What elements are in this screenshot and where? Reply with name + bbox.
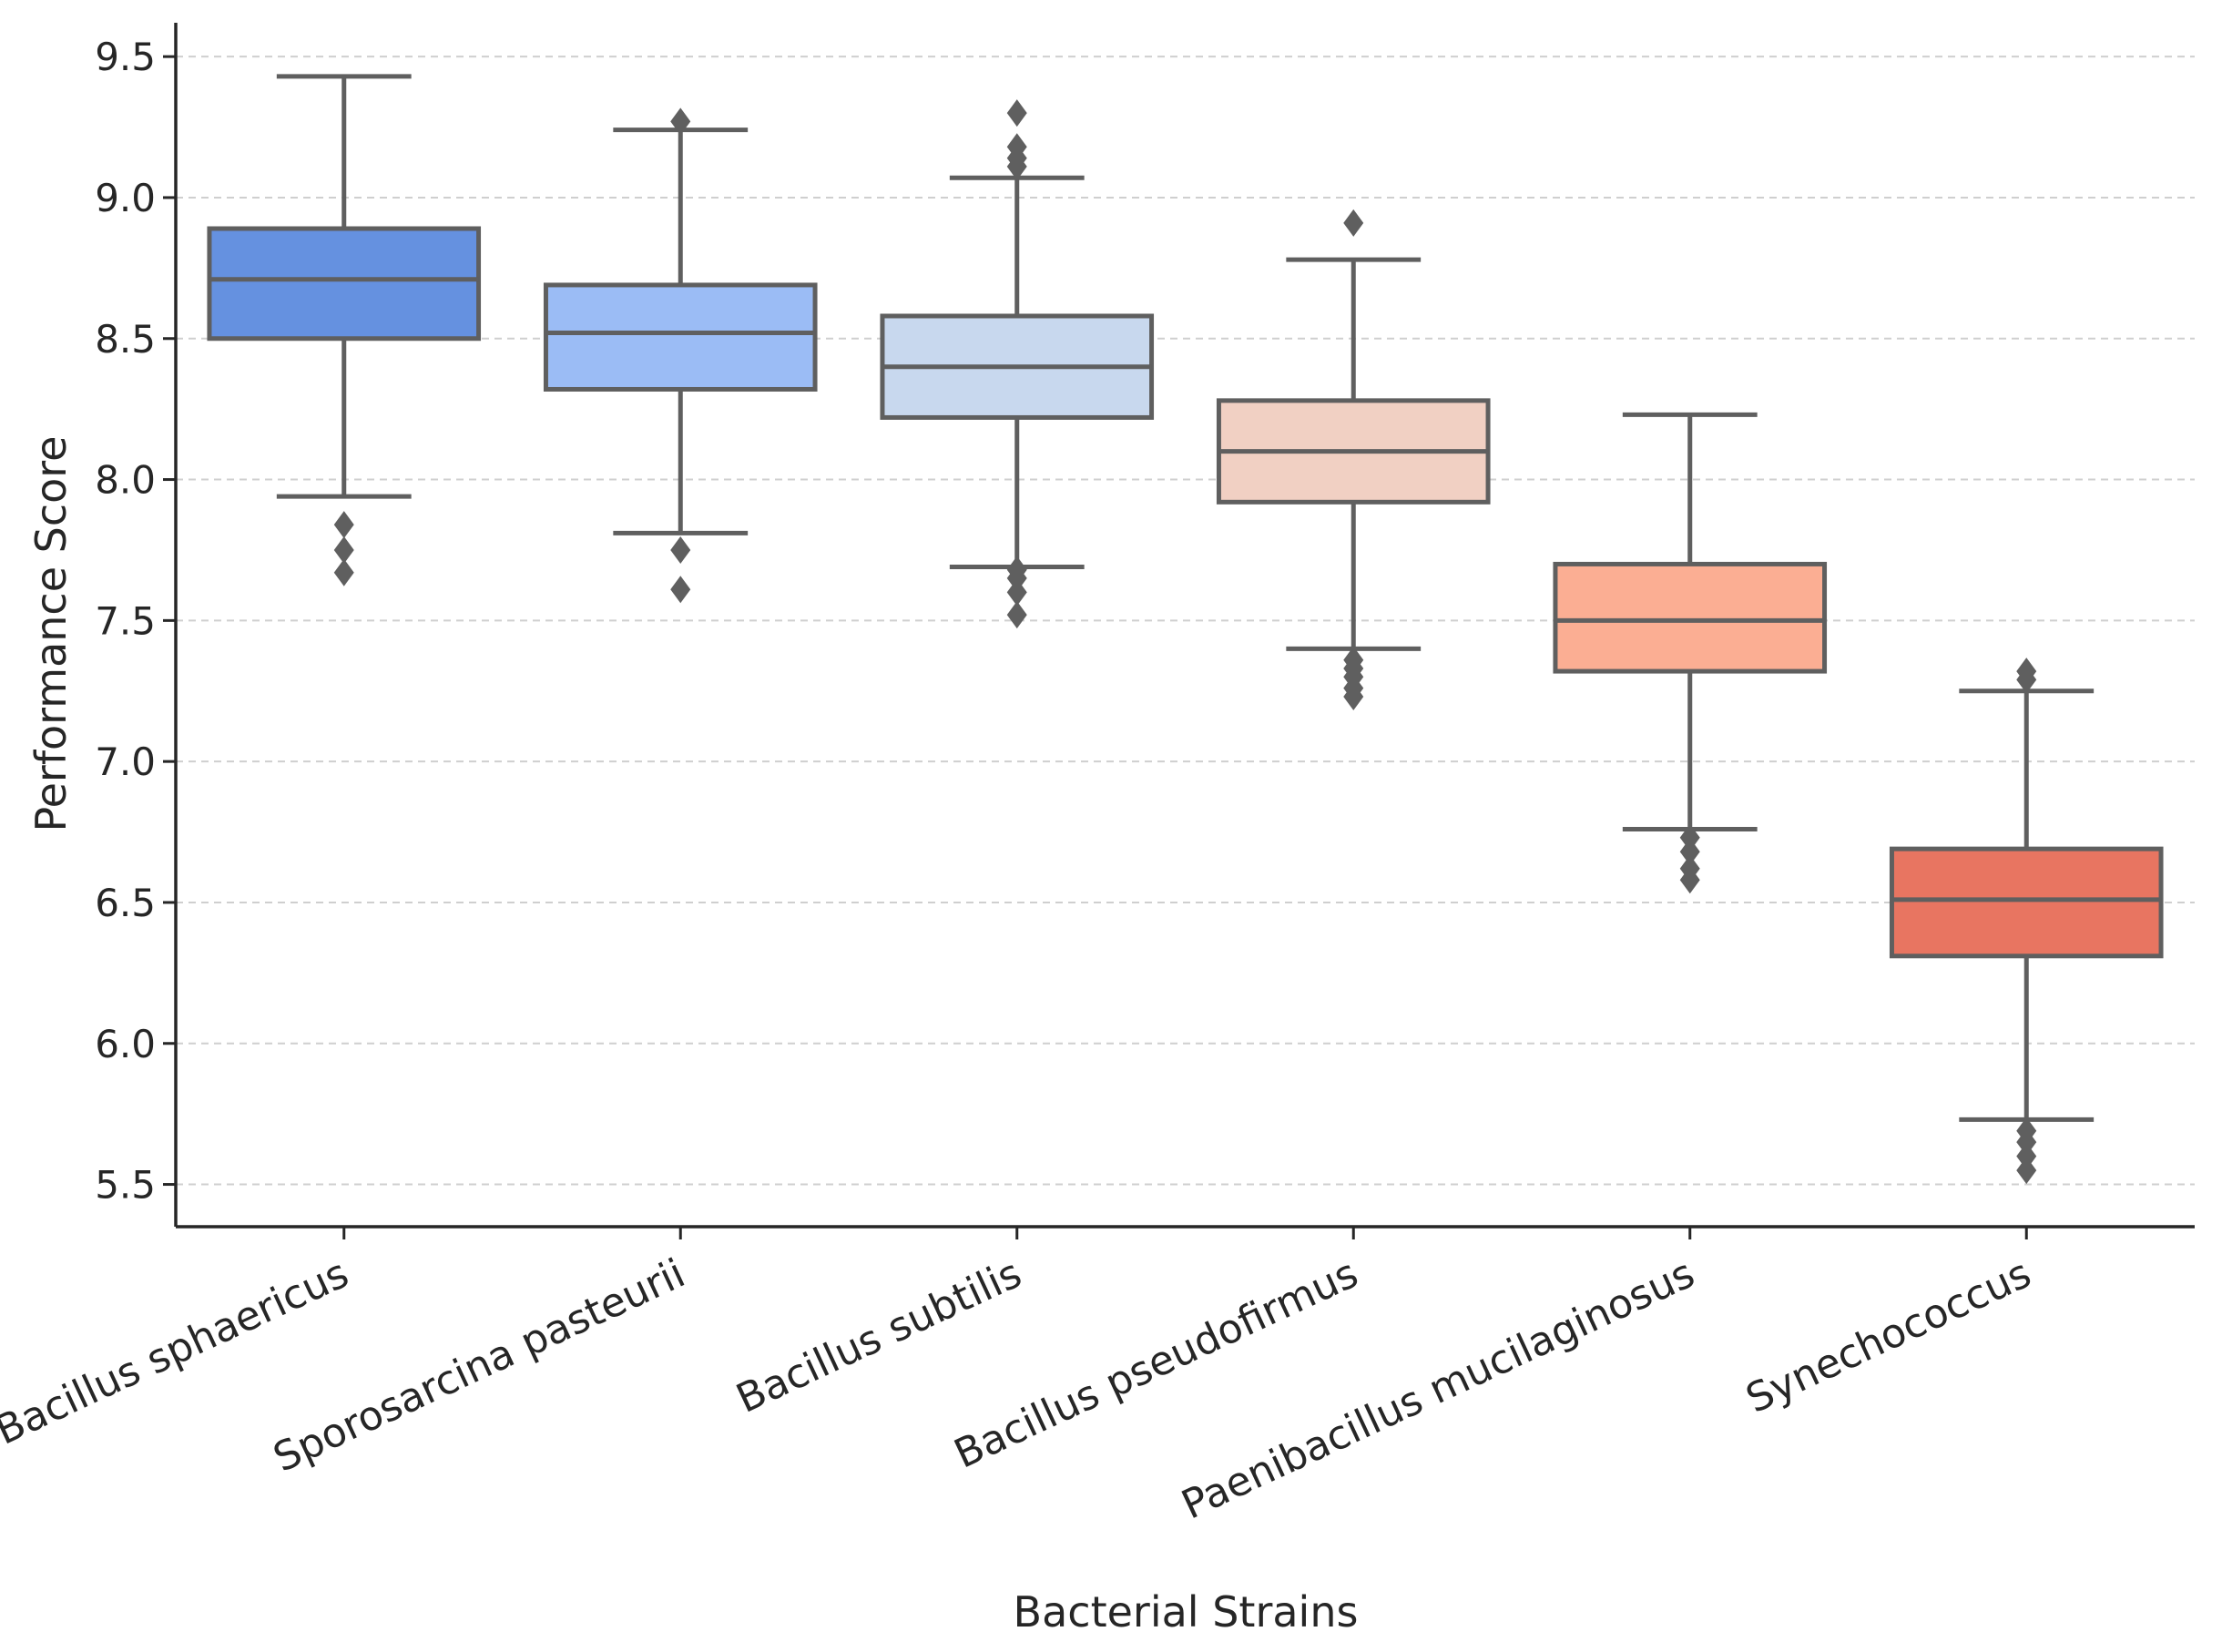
outlier-point [333, 535, 354, 564]
y-tick-label: 6.5 [95, 881, 156, 925]
outlier-point [1006, 99, 1027, 127]
outlier-point [670, 107, 691, 136]
outlier-point [2016, 1128, 2037, 1157]
y-tick-label: 6.0 [95, 1022, 156, 1066]
y-tick-label: 9.5 [95, 35, 156, 79]
box-iqr [1889, 846, 2164, 959]
box-iqr [543, 282, 818, 392]
box-group [207, 74, 482, 586]
y-axis-ticks: 5.5 6.0 6.5 7.0 7.5 8.0 8.5 9.0 9.5 [95, 35, 176, 1208]
y-tick-label: 5.5 [95, 1163, 156, 1208]
outlier-point [1006, 564, 1027, 592]
box-group [1553, 412, 1828, 894]
box-group [1216, 209, 1491, 710]
outlier-point [2016, 666, 2037, 694]
y-tick-label: 7.5 [95, 598, 156, 643]
y-tick-label: 9.0 [95, 176, 156, 220]
box-group [1889, 658, 2164, 1185]
outlier-point [333, 558, 354, 586]
box-iqr [1553, 561, 1828, 674]
outlier-point [1006, 152, 1027, 180]
outlier-point [1343, 682, 1364, 710]
y-tick-label: 7.0 [95, 739, 156, 784]
x-tick-label: Synechococcus [1739, 1250, 2038, 1423]
outlier-point [2016, 1142, 2037, 1170]
y-tick-label: 8.5 [95, 317, 156, 362]
box-group [543, 107, 818, 604]
outlier-point [1679, 838, 1700, 866]
outlier-point [333, 511, 354, 539]
outlier-point [1343, 209, 1364, 237]
gridlines [176, 56, 2195, 1186]
y-axis-title: Performance Score [26, 436, 76, 832]
outlier-point [670, 576, 691, 604]
outlier-point [1679, 823, 1700, 851]
outlier-point [1679, 866, 1700, 894]
outlier-point [670, 535, 691, 564]
box-group [880, 99, 1155, 629]
x-tick-label: Bacillus subtilis [729, 1250, 1028, 1423]
box-iqr [207, 226, 482, 342]
outlier-point [2016, 1157, 2037, 1185]
outlier-point [1006, 601, 1027, 629]
outlier-point [1006, 578, 1027, 607]
x-axis-title: Bacterial Strains [1014, 1587, 1359, 1637]
y-tick-label: 8.0 [95, 458, 156, 503]
box-series [207, 74, 2164, 1185]
